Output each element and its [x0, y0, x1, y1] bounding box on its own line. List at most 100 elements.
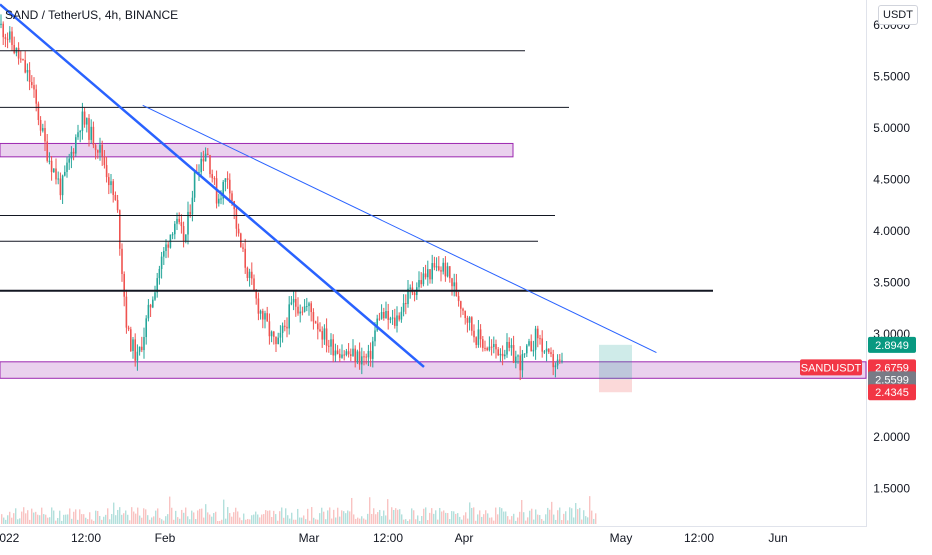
volume-bar [53, 510, 55, 524]
volume-bar [157, 508, 159, 524]
candle-body [94, 145, 97, 151]
candle-body [453, 282, 455, 287]
volume-bar [377, 512, 379, 524]
y-tick-label: 2.0000 [873, 430, 910, 444]
volume-bar [495, 507, 497, 524]
candle-body [539, 338, 541, 340]
x-tick-label: Mar [299, 531, 320, 545]
volume-bar [319, 513, 321, 524]
candle-body [53, 168, 55, 173]
currency-selector[interactable]: USDT [878, 5, 918, 25]
candle-body [378, 318, 381, 320]
candle-body [543, 351, 546, 353]
candle-body [176, 218, 178, 224]
candle-body [435, 266, 438, 268]
candle-body [372, 341, 374, 359]
candle-body [290, 302, 293, 305]
candle-body [61, 175, 64, 196]
volume-bar [291, 512, 293, 524]
volume-bar [409, 519, 411, 524]
candle-body [235, 209, 238, 229]
volume-bar [3, 517, 5, 524]
candle-body [103, 156, 106, 166]
volume-bar [299, 517, 301, 524]
volume-bar [139, 515, 141, 524]
volume-bar [193, 512, 195, 524]
candle-body [526, 345, 528, 354]
candle-body [121, 248, 123, 274]
candle-body [380, 311, 383, 319]
candle-body [226, 178, 229, 180]
volume-bar [585, 516, 587, 524]
candle-body [387, 311, 389, 320]
candle-body [354, 348, 356, 363]
candle-body [284, 325, 286, 327]
volume-bar [507, 516, 509, 524]
candle-body [24, 60, 26, 73]
volume-bar [347, 510, 349, 524]
volume-bar [327, 510, 329, 524]
volume-bar [371, 513, 373, 524]
candle-body [116, 199, 119, 211]
candle-body [9, 31, 11, 40]
volume-bar [273, 510, 275, 524]
candle-body [202, 158, 205, 162]
volume-bar [343, 511, 345, 524]
volume-bar [493, 520, 495, 524]
candle-body [22, 59, 24, 61]
candle-body [548, 348, 550, 353]
candle-body [341, 354, 343, 358]
candle-body [477, 329, 480, 345]
volume-bar [181, 509, 183, 524]
volume-bar [541, 519, 543, 524]
volume-bar [103, 516, 105, 524]
volume-bar [303, 515, 305, 524]
candle-body [158, 268, 161, 279]
volume-bar [131, 507, 133, 524]
x-tick-label: 12:00 [71, 531, 101, 545]
candle-body [479, 329, 482, 340]
candle-body [4, 37, 7, 39]
position-loss-zone [599, 379, 632, 393]
volume-bar [35, 511, 37, 524]
candle-body [332, 339, 334, 356]
volume-bar [589, 496, 591, 524]
candle-body [319, 329, 321, 332]
candle-body [400, 311, 403, 320]
volume-bar [279, 511, 281, 524]
volume-bar [309, 520, 311, 524]
candle-body [231, 193, 233, 201]
zone-1 [0, 361, 867, 379]
target-price-tag-text: 2.8949 [875, 340, 909, 352]
volume-bar [57, 517, 59, 524]
candle-body [508, 341, 510, 348]
candle-body [83, 111, 86, 125]
x-tick-label: 12:00 [684, 531, 714, 545]
volume-bar [45, 514, 47, 524]
candle-body [275, 336, 277, 345]
volume-bar [219, 520, 221, 524]
candle-body [495, 344, 497, 350]
volume-bar [269, 510, 271, 524]
volume-bar [513, 513, 515, 524]
candle-body [365, 356, 367, 358]
candle-body [138, 346, 141, 352]
volume-bar [113, 502, 115, 524]
volume-bar [9, 511, 11, 524]
volume-bar [289, 518, 291, 524]
candle-body [334, 350, 337, 356]
candle-body [306, 306, 308, 308]
volume-bar [187, 516, 189, 524]
candle-body [442, 262, 444, 272]
volume-bar [191, 510, 193, 524]
volume-bar [581, 519, 583, 524]
candle-body [112, 181, 114, 195]
volume-bar [579, 507, 581, 524]
candle-body [26, 70, 29, 73]
candle-body [264, 313, 266, 320]
candle-body [145, 318, 147, 338]
volume-bar [275, 514, 277, 524]
volume-bar [521, 499, 523, 524]
candle-body [286, 326, 288, 329]
